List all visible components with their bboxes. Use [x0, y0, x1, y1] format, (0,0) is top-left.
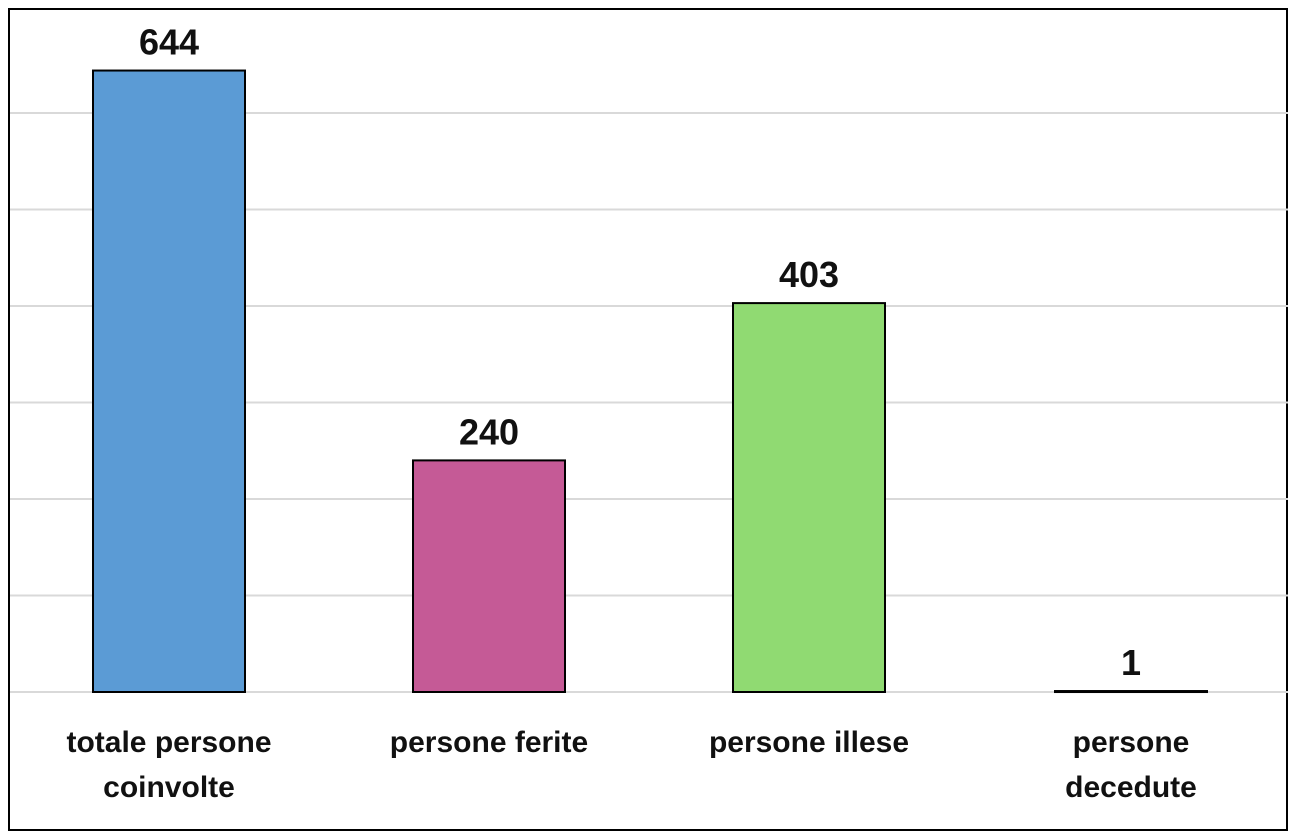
category-label: persone illese — [709, 726, 909, 759]
category-label: coinvolte — [103, 771, 235, 804]
category-label: totale persone — [66, 726, 271, 759]
category-label: persone — [1073, 726, 1190, 759]
data-label: 403 — [779, 254, 839, 295]
data-label: 644 — [139, 22, 199, 63]
bar — [732, 302, 886, 693]
category-labels: totale persone coinvolte persone ferite per… — [66, 726, 1196, 804]
bar — [412, 459, 566, 693]
data-labels: 644 240 403 1 — [139, 22, 1141, 683]
data-label: 240 — [459, 411, 519, 452]
category-label: decedute — [1065, 771, 1197, 804]
category-label: persone ferite — [390, 726, 588, 759]
bars — [92, 69, 1208, 694]
data-label: 1 — [1121, 642, 1141, 683]
bar — [92, 69, 246, 694]
bar — [1054, 690, 1208, 694]
